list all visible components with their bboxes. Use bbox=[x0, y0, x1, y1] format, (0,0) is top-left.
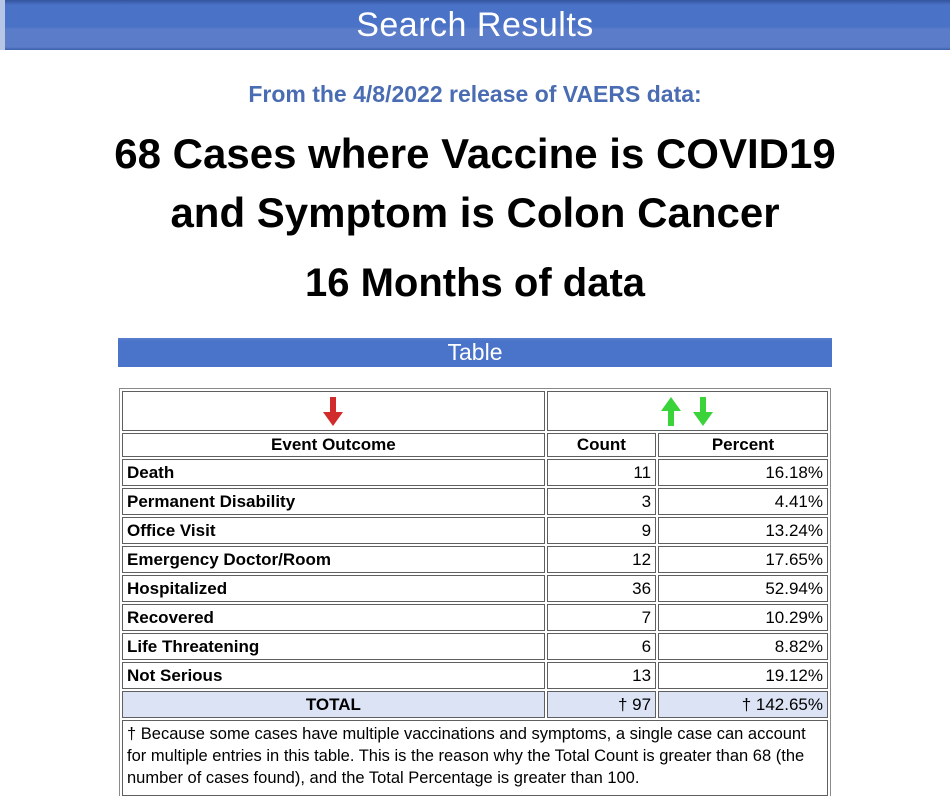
percent-value: 10.29% bbox=[658, 604, 828, 631]
percent-value: 16.18% bbox=[658, 459, 828, 486]
table-section-label: Table bbox=[447, 339, 503, 365]
table-row: Emergency Doctor/Room 12 17.65% bbox=[122, 546, 828, 573]
outcome-sort-cell[interactable] bbox=[122, 391, 545, 431]
table-section-bar: Table bbox=[118, 338, 832, 367]
count-value: 7 bbox=[546, 604, 657, 631]
total-percent-value: † 142.65% bbox=[658, 691, 828, 718]
results-title-line2: and Symptom is Colon Cancer bbox=[170, 189, 780, 236]
count-value: 6 bbox=[546, 633, 657, 660]
total-row: TOTAL † 97 † 142.65% bbox=[122, 691, 828, 718]
release-subtitle: From the 4/8/2022 release of VAERS data: bbox=[248, 81, 702, 107]
count-value: 3 bbox=[546, 488, 657, 515]
total-count-value: † 97 bbox=[546, 691, 657, 718]
sort-ascending-green-arrow-icon[interactable] bbox=[660, 396, 682, 427]
table-row: Permanent Disability 3 4.41% bbox=[122, 488, 828, 515]
table-row: Hospitalized 36 52.94% bbox=[122, 575, 828, 602]
percent-value: 52.94% bbox=[658, 575, 828, 602]
percent-value: 8.82% bbox=[658, 633, 828, 660]
page-title: Search Results bbox=[356, 6, 594, 44]
column-header-percent: Percent bbox=[658, 433, 828, 457]
percent-value: 13.24% bbox=[658, 517, 828, 544]
results-title-line1: 68 Cases where Vaccine is COVID19 bbox=[114, 130, 836, 177]
column-header-count: Count bbox=[546, 433, 657, 457]
table-row: Not Serious 13 19.12% bbox=[122, 662, 828, 689]
column-header-event-outcome: Event Outcome bbox=[122, 433, 545, 457]
outcome-label: Recovered bbox=[122, 604, 545, 631]
results-title: 68 Cases where Vaccine is COVID19 and Sy… bbox=[0, 124, 950, 242]
value-sort-cell[interactable] bbox=[546, 391, 828, 431]
count-value: 11 bbox=[546, 459, 657, 486]
percent-value: 19.12% bbox=[658, 662, 828, 689]
outcome-label: Office Visit bbox=[122, 517, 545, 544]
table-row: Recovered 7 10.29% bbox=[122, 604, 828, 631]
outcome-label: Hospitalized bbox=[122, 575, 545, 602]
results-table: Event Outcome Count Percent Death 11 16.… bbox=[119, 388, 831, 796]
count-value: 9 bbox=[546, 517, 657, 544]
percent-value: 17.65% bbox=[658, 546, 828, 573]
outcome-label: Life Threatening bbox=[122, 633, 545, 660]
search-results-header-bar: Search Results bbox=[0, 0, 950, 50]
count-value: 36 bbox=[546, 575, 657, 602]
table-row: Life Threatening 6 8.82% bbox=[122, 633, 828, 660]
count-value: 12 bbox=[546, 546, 657, 573]
count-value: 13 bbox=[546, 662, 657, 689]
outcome-label: Not Serious bbox=[122, 662, 545, 689]
percent-value: 4.41% bbox=[658, 488, 828, 515]
sort-descending-red-arrow-icon[interactable] bbox=[322, 396, 344, 427]
sort-controls-row bbox=[122, 391, 828, 431]
total-label: TOTAL bbox=[122, 691, 545, 718]
months-heading: 16 Months of data bbox=[304, 261, 646, 305]
outcome-label: Permanent Disability bbox=[122, 488, 545, 515]
footnote-text: † Because some cases have multiple vacci… bbox=[122, 720, 828, 796]
column-header-row: Event Outcome Count Percent bbox=[122, 433, 828, 457]
sort-descending-green-arrow-icon[interactable] bbox=[692, 396, 714, 427]
table-row: Office Visit 9 13.24% bbox=[122, 517, 828, 544]
outcome-label: Emergency Doctor/Room bbox=[122, 546, 545, 573]
outcome-label: Death bbox=[122, 459, 545, 486]
footnote-row: † Because some cases have multiple vacci… bbox=[122, 720, 828, 796]
table-row: Death 11 16.18% bbox=[122, 459, 828, 486]
